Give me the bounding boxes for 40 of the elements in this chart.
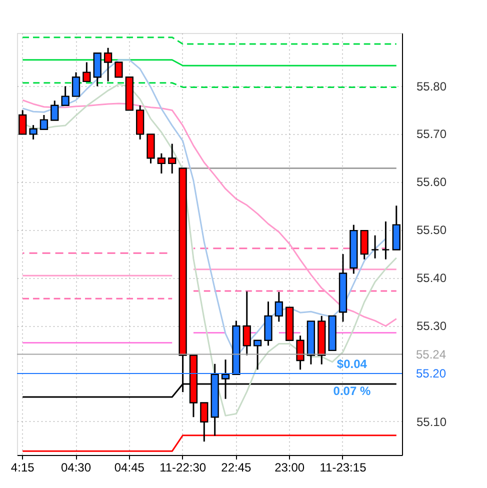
ref-line-label: 55.24 [416,347,446,362]
x-tick-label: 22:45 [221,460,252,474]
line-series [22,99,398,327]
x-tick-label: 11-22:30 [160,460,206,474]
candlestick [82,62,91,82]
ref-line-label: 55.20 [416,366,446,380]
candlestick [274,291,283,322]
candlestick [296,334,304,370]
candlestick [136,104,144,140]
candlestick [253,340,262,370]
x-tick-label: 04:45 [114,460,145,474]
candlestick [93,52,102,87]
candlestick [360,230,368,260]
y-tick-label: 55.30 [416,319,447,334]
candlestick [72,72,80,98]
candlestick [382,220,390,260]
candlestick [370,234,380,260]
x-tick-label: 11-23:15 [320,460,367,474]
candlestick [40,114,48,130]
x-tick-label: 23:00 [274,460,305,474]
y-tick-label: 55.50 [416,223,447,238]
y-tick-label: 55.80 [416,79,447,94]
x-tick-label: 04:30 [60,460,92,474]
candlestick [146,133,155,164]
y-tick-label: 55.10 [416,414,447,429]
candlestick [242,290,251,356]
annotation: $0.04 [336,356,368,371]
candlestick [168,143,176,174]
candlestick [29,124,38,140]
y-tick-label: 55.40 [416,271,447,286]
y-tick-label: 55.60 [416,175,447,190]
x-tick-label: 4:15 [10,460,35,474]
y-tick-label: 55.70 [416,127,447,142]
candlestick [61,85,70,106]
candlestick [50,100,59,122]
candlestick [18,109,27,135]
candlestick [114,62,123,78]
candlestick [104,47,112,82]
candlestick [157,152,166,174]
annotation: 0.07 % [333,384,371,398]
